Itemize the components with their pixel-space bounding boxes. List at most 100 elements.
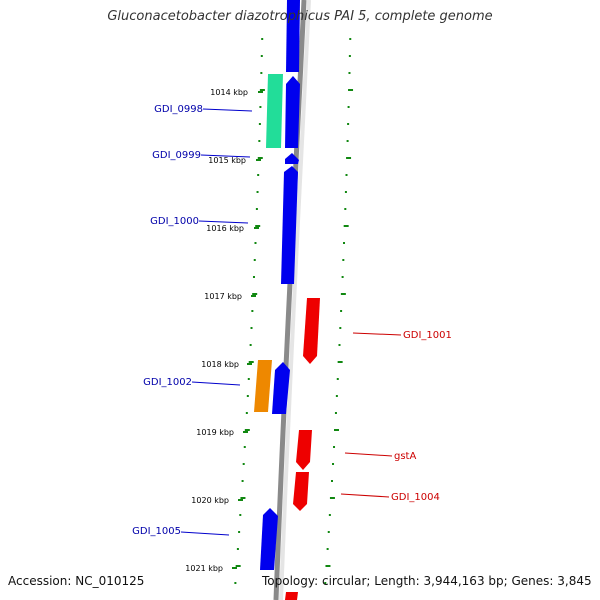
gene-GDI_1001[interactable] [303,298,320,364]
label-GDI_1004: GDI_1004 [340,492,440,503]
tick-dot [344,208,347,210]
gene-GDI_1002[interactable] [254,360,272,412]
tick-dot [254,242,257,244]
tick-dot [242,463,245,465]
tick-dot [241,480,244,482]
tick-dot [338,344,341,346]
tick-dots-right [324,38,354,584]
tick-1018: 1018 kbp [201,360,252,369]
gene-bottom-reverse[interactable] [285,592,298,600]
tick-label-1015: 1015 kbp [208,156,246,165]
tick-dot [252,276,255,278]
tick-dot [247,378,250,380]
tick-label-1020: 1020 kbp [191,496,229,505]
tick-dot [349,38,352,40]
tick-dot [348,89,354,91]
svg-text:GDI_1002: GDI_1002 [143,377,192,388]
label-GDI_0998: GDI_0998 [154,104,253,115]
tick-dot [260,55,263,57]
genome-backbone-highlight [279,0,311,600]
tick-1017: 1017 kbp [204,292,256,301]
tick-dot [332,463,335,465]
svg-text:GDI_0998: GDI_0998 [154,104,203,115]
tick-dot [333,429,339,431]
tick-1021: 1021 kbp [185,564,237,573]
tick-dot [329,497,335,499]
tick-dot [258,140,261,142]
tick-dot [343,225,349,227]
tick-dot [260,72,263,74]
tick-dot [245,412,248,414]
tick-label-1019: 1019 kbp [196,428,234,437]
label-GDI_1000: GDI_1000 [150,216,249,227]
tick-dot [324,582,327,584]
gene-GDI_1005[interactable] [260,508,278,570]
tick-dot [327,531,330,533]
tick-dot [345,174,348,176]
tick-dot [346,140,349,142]
svg-text:GDI_1001: GDI_1001 [403,330,452,341]
tick-dot [239,514,242,516]
tick-dot [243,446,246,448]
tick-dot [259,106,262,108]
svg-text:gstA: gstA [394,451,416,462]
gene-GDI_0999[interactable] [285,153,299,164]
gene-top-forward[interactable] [286,0,300,72]
tick-dot [339,327,342,329]
tick-dot [347,123,350,125]
tick-dot [257,174,260,176]
tick-dot [348,55,351,57]
tick-dot [330,480,333,482]
gene-GDI_1004[interactable] [293,472,309,511]
tick-dot [343,242,346,244]
tick-dot [340,293,346,295]
tick-dot [255,208,258,210]
tick-dot [336,378,339,380]
label-gstA: gstA [344,451,416,462]
tick-1015: 1015 kbp [208,156,261,165]
tick-dot [236,548,239,550]
tick-1014: 1014 kbp [210,88,263,97]
topology-text: Topology: circular; Length: 3,944,163 bp… [262,574,592,588]
label-GDI_1005: GDI_1005 [132,526,230,537]
gene-gstA[interactable] [296,430,312,470]
tick-dot [253,259,256,261]
gene-GDI_0998[interactable] [266,74,283,148]
tick-dot [250,327,253,329]
tick-dot [249,344,252,346]
tick-dot [326,548,329,550]
tick-dot [344,191,347,193]
tick-dot [255,225,261,227]
tick-dots-left [234,38,265,584]
tick-dot [341,276,344,278]
label-GDI_1002: GDI_1002 [143,377,241,388]
tick-dot [328,514,331,516]
tick-dot [246,395,249,397]
tick-dot [238,531,241,533]
gene-forward-2[interactable] [272,362,290,414]
tick-dot [259,89,265,91]
tick-dot [257,157,263,159]
svg-text:GDI_0999: GDI_0999 [152,150,201,161]
tick-1019: 1019 kbp [196,428,248,437]
tick-dot [248,361,254,363]
gene-forward-1[interactable] [285,76,300,148]
tick-dot [334,412,337,414]
svg-text:GDI_1004: GDI_1004 [391,492,440,503]
tick-dot [244,429,250,431]
tick-dot [235,565,241,567]
tick-1016: 1016 kbp [206,224,259,233]
tick-dot [258,123,261,125]
tick-dot [335,395,338,397]
label-GDI_0999: GDI_0999 [152,150,251,161]
tick-dot [256,191,259,193]
tick-label-1017: 1017 kbp [204,292,242,301]
tick-dot [342,259,345,261]
gene-GDI_1000[interactable] [281,166,298,284]
tick-dot [337,361,343,363]
accession-text: Accession: NC_010125 [8,574,145,588]
svg-text:GDI_1000: GDI_1000 [150,216,199,227]
tick-label-1016: 1016 kbp [206,224,244,233]
tick-dot [240,497,246,499]
